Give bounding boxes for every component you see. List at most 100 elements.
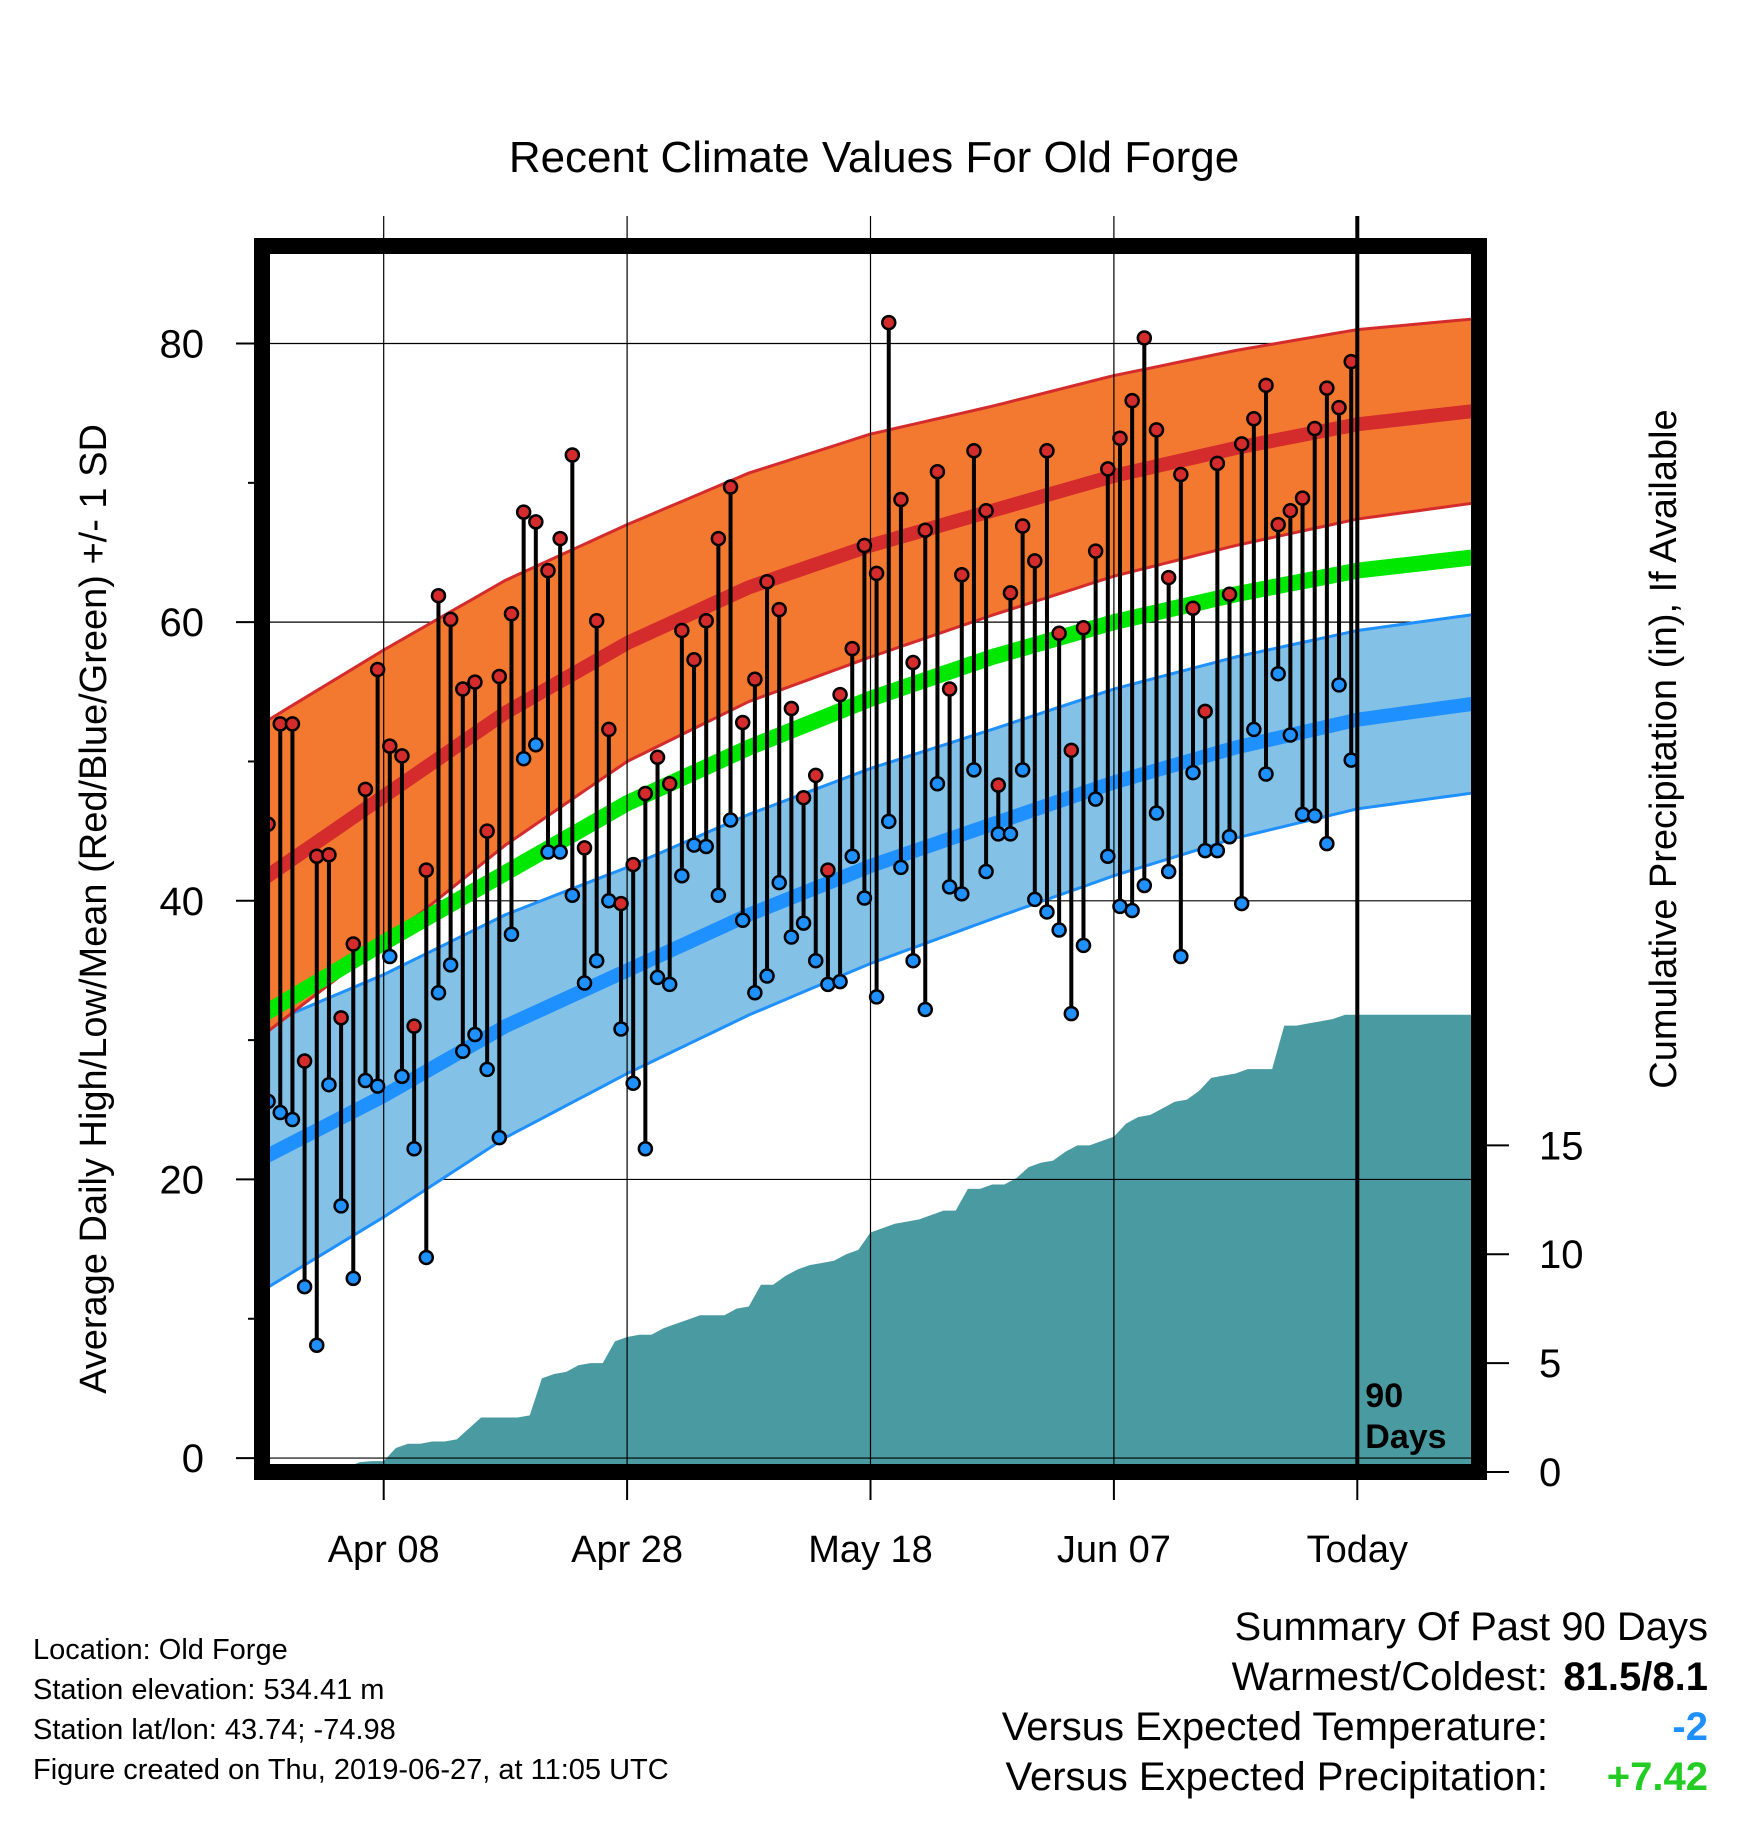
low-point [868, 989, 885, 1005]
high-point [1063, 742, 1080, 759]
low-point [528, 737, 544, 753]
high-point [966, 443, 982, 459]
high-point [941, 681, 958, 697]
y-tick-label: 80 [160, 323, 205, 367]
high-point [893, 491, 909, 508]
high-point [1258, 377, 1274, 394]
low-point [382, 948, 398, 965]
low-point [601, 893, 617, 909]
low-point [455, 1043, 471, 1060]
high-point [613, 895, 629, 912]
high-point [978, 502, 994, 519]
footer-created: Figure created on Thu, 2019-06-27, at 11… [33, 1754, 669, 1786]
high-point [1160, 569, 1177, 586]
low-point [1148, 805, 1165, 821]
low-point [1136, 877, 1153, 894]
low-point [1221, 828, 1238, 845]
high-point [990, 777, 1007, 793]
low-point [795, 915, 812, 931]
high-point [1075, 619, 1092, 636]
low-point [881, 813, 897, 830]
high-point [455, 681, 471, 697]
low-point [321, 1076, 337, 1093]
low-point [929, 776, 946, 792]
low-point [1100, 848, 1116, 864]
high-point [357, 781, 374, 798]
high-point [771, 601, 787, 618]
high-point [759, 574, 775, 590]
high-point [674, 622, 690, 639]
high-point [406, 1018, 422, 1034]
low-point [1209, 842, 1226, 859]
high-point [868, 565, 885, 582]
low-point [674, 867, 690, 884]
low-point [1185, 764, 1201, 781]
x-axis-title: Day [835, 1597, 903, 1600]
high-point [1233, 436, 1250, 452]
low-point [369, 1078, 386, 1094]
footer-elevation: Station elevation: 534.41 m [33, 1674, 385, 1706]
high-point [1282, 502, 1299, 519]
low-point [467, 1026, 483, 1043]
low-point [1002, 826, 1019, 842]
high-point [807, 767, 824, 784]
low-point [1124, 902, 1140, 919]
high-point [795, 789, 812, 806]
high-point [1294, 490, 1311, 506]
high-point [491, 668, 508, 685]
x-tick-label: Apr 28 [571, 1529, 683, 1571]
high-point [1270, 516, 1286, 533]
chart-title: Recent Climate Values For Old Forge [509, 133, 1239, 182]
high-point [1124, 392, 1140, 409]
high-point [747, 671, 763, 688]
today-days-label: Days [1365, 1418, 1446, 1456]
low-point [515, 750, 532, 767]
low-point [1014, 762, 1031, 778]
low-point [272, 1104, 289, 1121]
low-point [1051, 922, 1067, 938]
low-point [564, 887, 581, 903]
high-point [333, 1010, 349, 1026]
high-point [467, 674, 483, 690]
low-point [1331, 677, 1347, 693]
high-point [1100, 461, 1116, 477]
high-point [369, 661, 386, 678]
high-point [929, 463, 946, 480]
low-point [284, 1111, 301, 1128]
high-point [686, 652, 702, 668]
low-point [1246, 721, 1262, 738]
high-point [722, 479, 739, 495]
low-point [954, 886, 970, 902]
y2-axis-title: Cumulative Precipitation (in), If Availa… [1643, 409, 1685, 1088]
low-point [893, 859, 909, 876]
high-point [637, 785, 654, 802]
summary-title: Summary Of Past 90 Days [1234, 1605, 1708, 1649]
high-point [734, 714, 751, 731]
high-point [661, 776, 678, 792]
summary-temp-label: Versus Expected Temperature: [1001, 1705, 1548, 1749]
y2-tick-label: 10 [1539, 1233, 1584, 1277]
high-point [564, 447, 581, 463]
low-point [771, 874, 787, 891]
summary-warmest-value: 81.5/8.1 [1563, 1655, 1708, 1699]
high-point [1087, 543, 1104, 559]
low-point [552, 844, 568, 860]
low-point [296, 1278, 313, 1295]
high-point [588, 613, 605, 629]
low-point [820, 976, 836, 993]
low-point [807, 952, 824, 969]
high-point [540, 562, 556, 579]
high-point [1173, 466, 1189, 483]
climate-chart: Recent Climate Values For Old Forge 90Da… [73, 133, 1685, 1600]
high-point [698, 613, 714, 629]
low-point [637, 1141, 654, 1157]
high-point [552, 530, 568, 547]
high-point [625, 856, 641, 873]
low-point [430, 984, 447, 1001]
high-point [1197, 703, 1213, 720]
high-point [844, 640, 860, 657]
footer-latlon: Station lat/lon: 43.74; -74.98 [33, 1714, 396, 1746]
high-point [1185, 600, 1201, 616]
x-tick-label: May 18 [808, 1529, 933, 1571]
low-point [588, 952, 605, 969]
